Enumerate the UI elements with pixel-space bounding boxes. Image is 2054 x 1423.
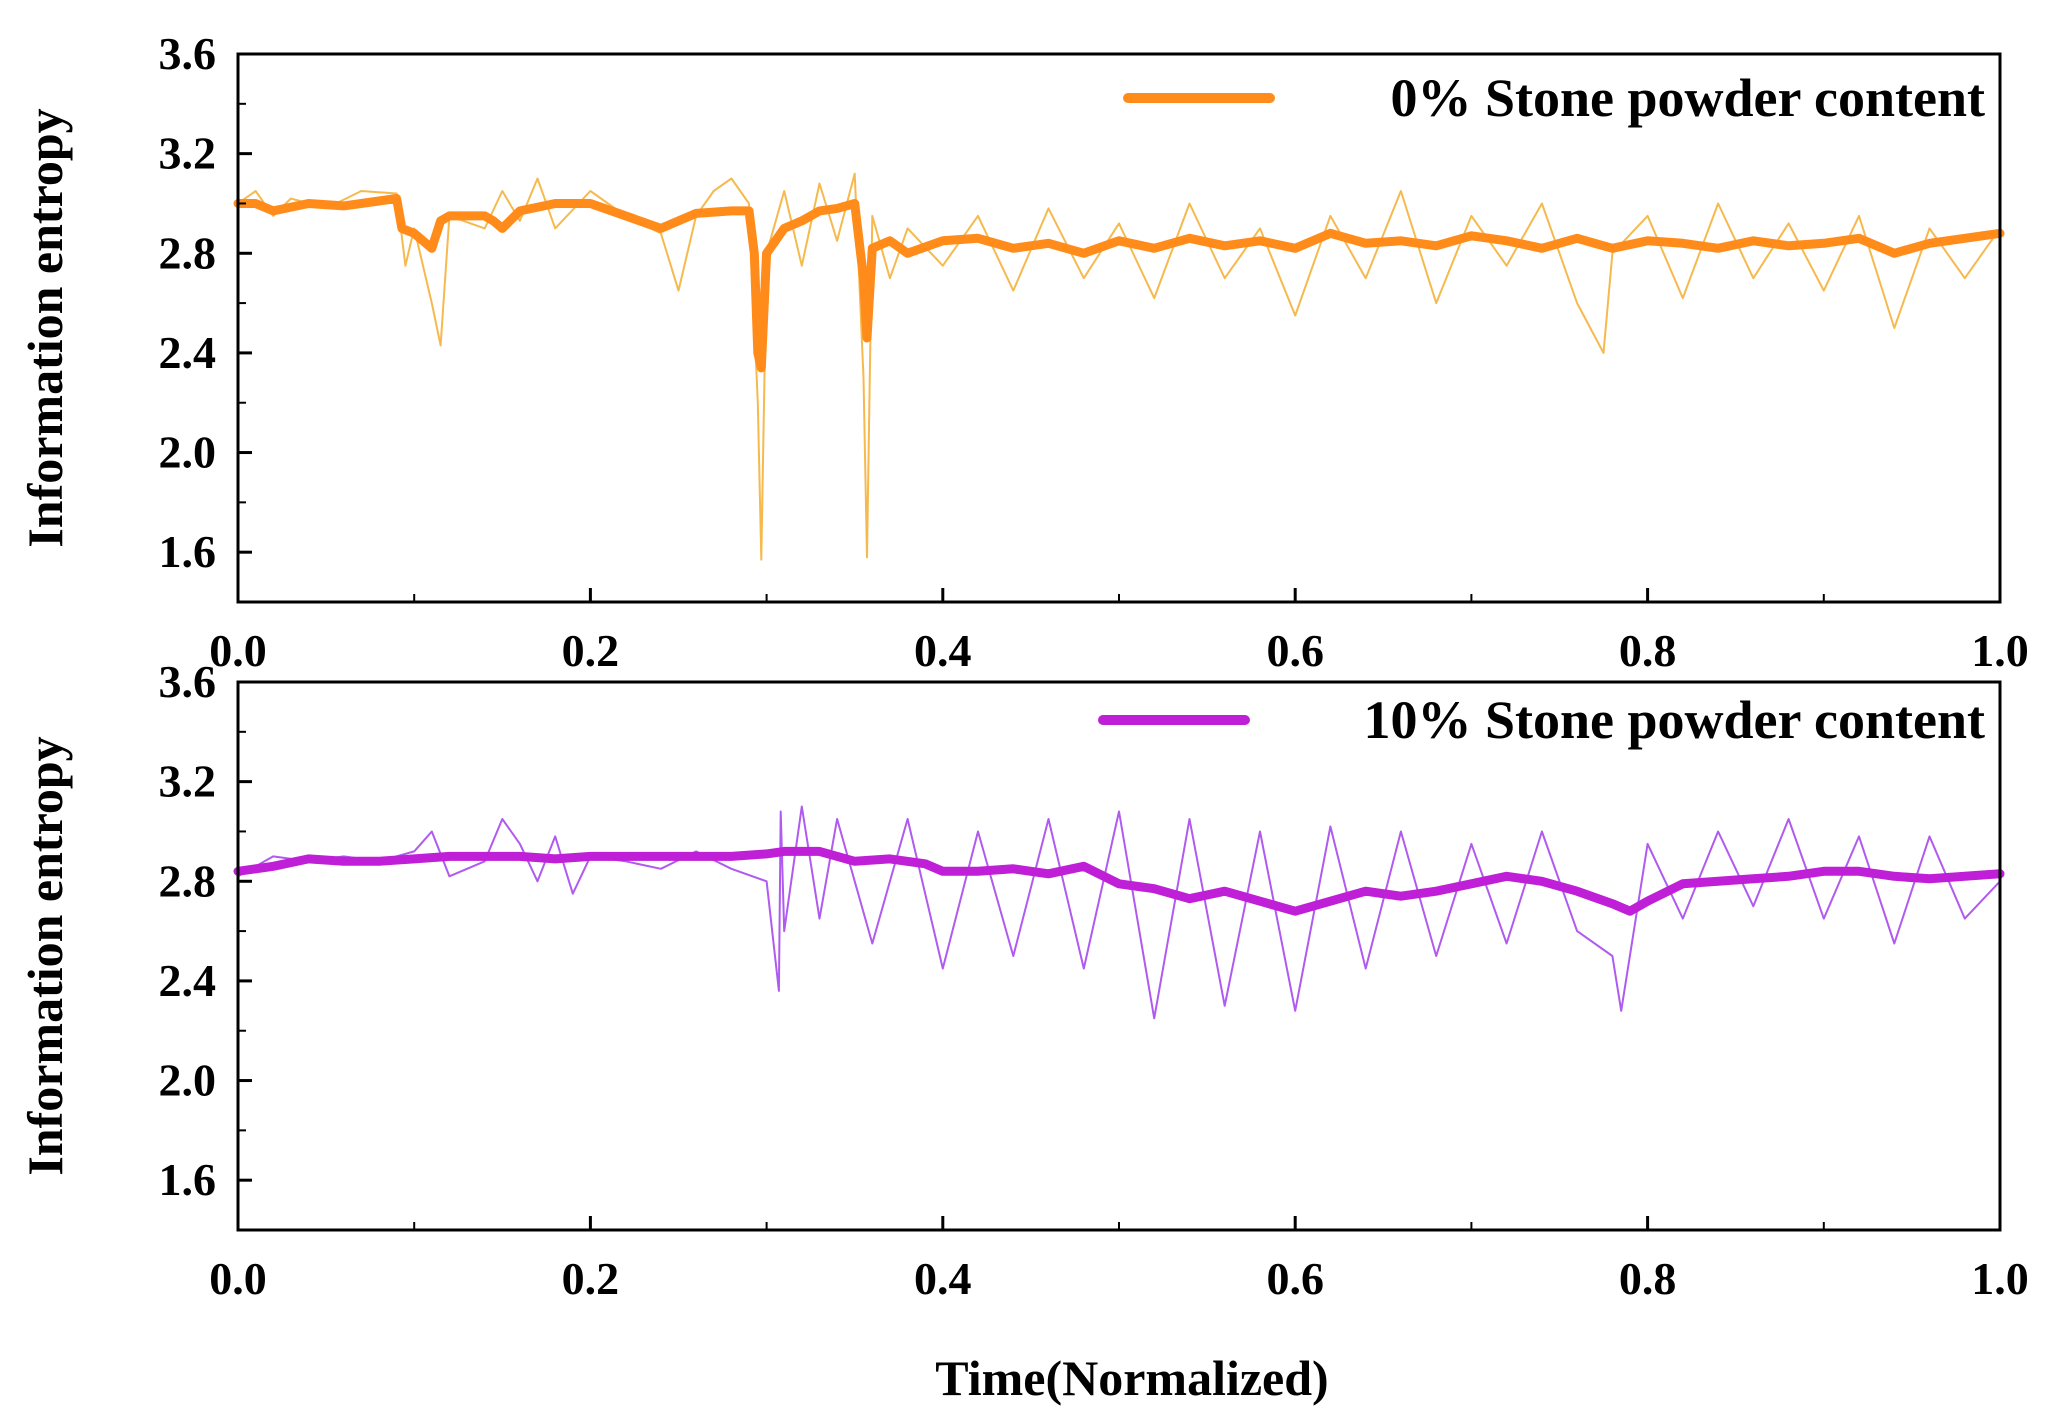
plot-frame (236, 52, 2002, 604)
y-tick-label: 2.4 (159, 327, 217, 378)
panel-top: 1.6 2.0 2.4 2.8 3.2 3.6 0.0 0.2 0.4 0.6 0.8 1.0 Info… (17, 28, 2029, 676)
x-tick-label: 0.0 (209, 1253, 267, 1304)
x-tick-label: 0.4 (914, 1253, 972, 1304)
y-tick-label: 2.0 (159, 1055, 217, 1106)
x-tick-label: 0.8 (1619, 1253, 1677, 1304)
y-tick-label: 1.6 (159, 526, 217, 577)
x-tick-label: 1.0 (1971, 1253, 2029, 1304)
legend-label: 10% Stone powder content (1363, 690, 1985, 750)
x-tick-label: 0.2 (562, 1253, 620, 1304)
x-tick-label: 0.2 (562, 625, 620, 676)
x-tick-label: 1.0 (1971, 625, 2029, 676)
y-axis-title: Information entropy (17, 736, 73, 1175)
y-tick-label: 3.2 (159, 128, 217, 179)
legend-label: 0% Stone powder content (1390, 68, 1985, 128)
smoothed-series-line (233, 846, 2005, 916)
smoothed-series-line (233, 194, 2005, 373)
x-tick-label: 0.8 (1619, 625, 1677, 676)
y-axis-title: Information entropy (17, 108, 73, 547)
x-tick-label: 0.4 (914, 625, 972, 676)
x-axis-title: Time(Normalized) (935, 1350, 1328, 1406)
y-tick-label: 1.6 (159, 1154, 217, 1205)
plot-frame (236, 680, 2002, 1232)
y-tick-label: 2.8 (159, 855, 217, 906)
y-tick-label: 3.6 (159, 28, 217, 79)
x-tick-label: 0.6 (1266, 1253, 1324, 1304)
y-tick-label: 2.4 (159, 955, 217, 1006)
panel-bottom: 1.6 2.0 2.4 2.8 3.2 3.6 0.0 0.2 0.4 0.6 0.8 1.0 Info… (17, 656, 2029, 1304)
x-tick-label: 0.6 (1266, 625, 1324, 676)
y-tick-label: 3.2 (159, 756, 217, 807)
raw-series-line (237, 172, 2001, 561)
raw-series-line (237, 805, 2001, 1020)
x-tick-label: 0.0 (209, 625, 267, 676)
y-tick-label: 2.8 (159, 227, 217, 278)
y-tick-label: 2.0 (159, 427, 217, 478)
y-tick-label: 3.6 (159, 656, 217, 707)
